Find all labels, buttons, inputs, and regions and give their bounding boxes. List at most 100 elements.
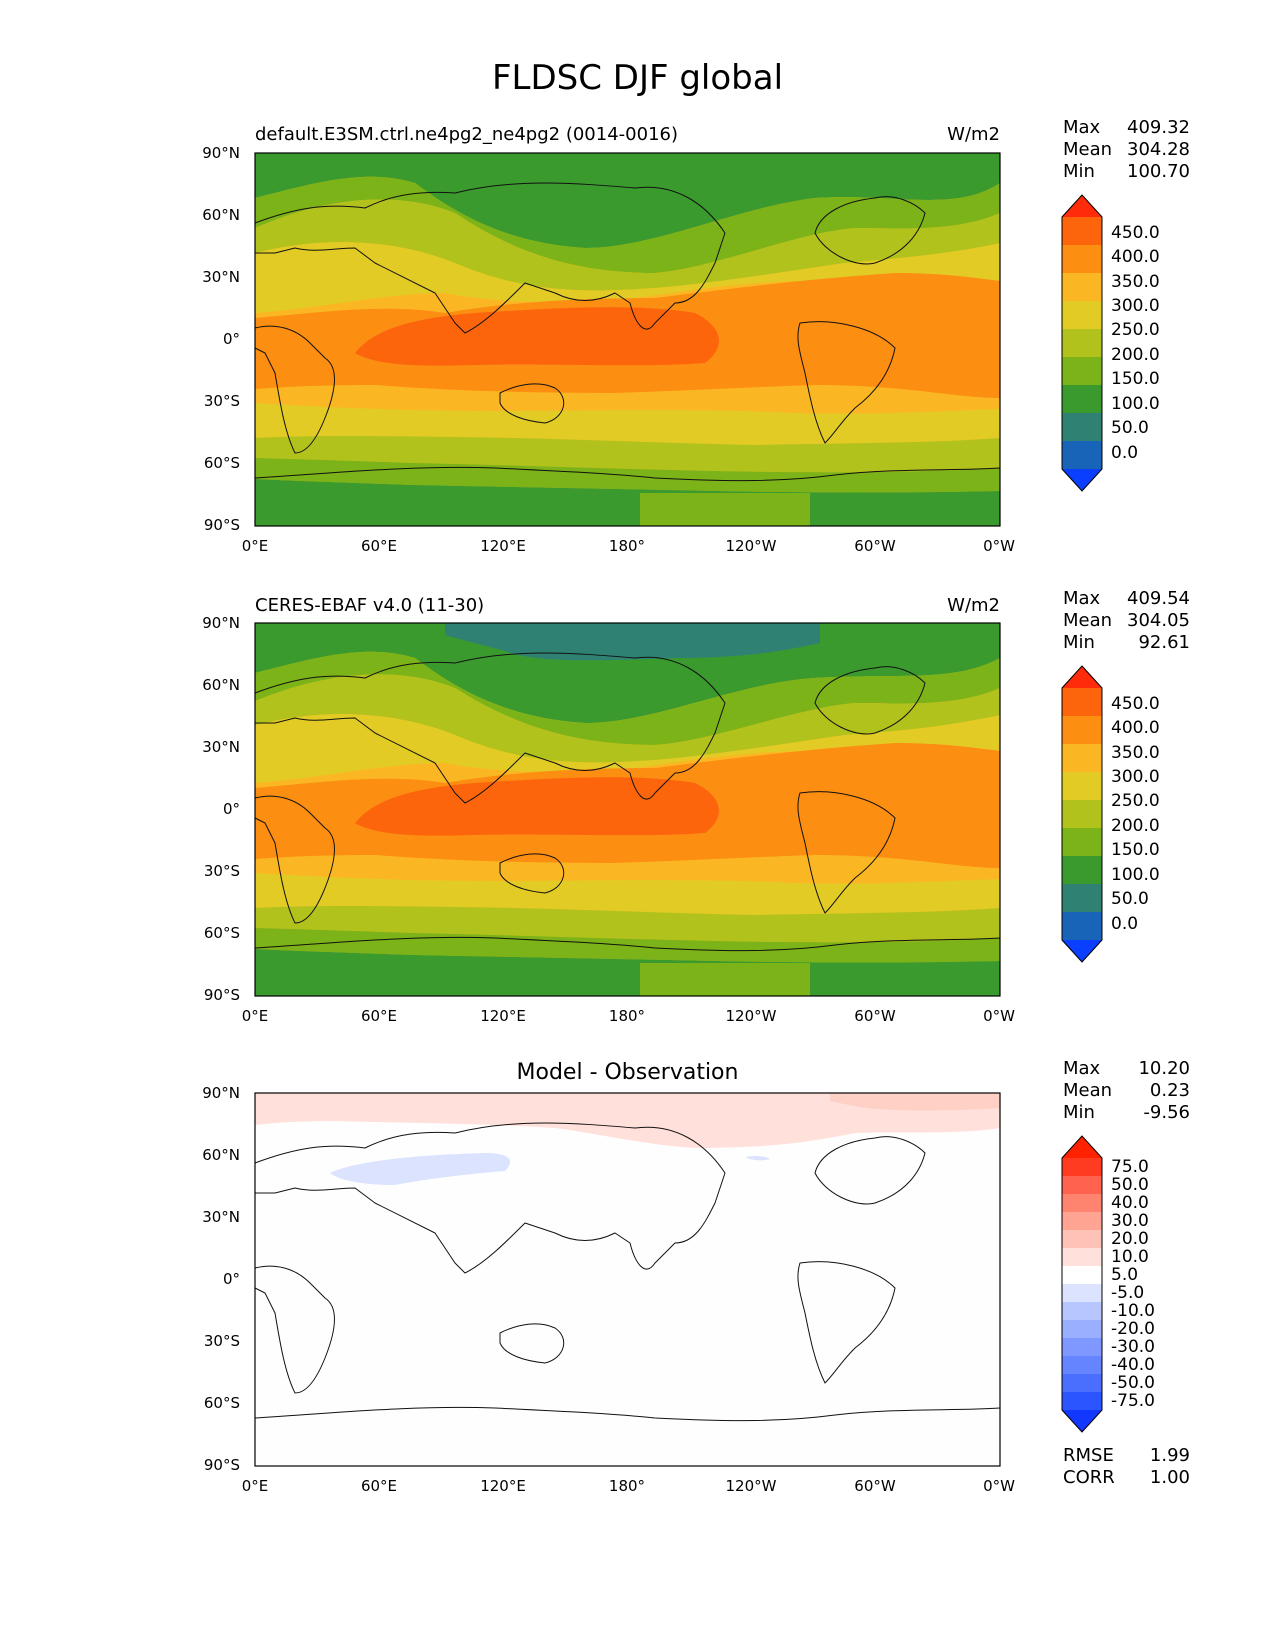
colorbar-segment bbox=[1062, 441, 1102, 470]
colorbar-segment bbox=[1062, 716, 1102, 745]
panel-2-lon-tick: 60°W bbox=[854, 1007, 896, 1025]
panel-1-min-label: Min bbox=[1063, 161, 1095, 182]
colorbar-segment bbox=[1062, 245, 1102, 274]
panel-3-mean-label: Mean bbox=[1063, 1080, 1113, 1101]
panel-2-mean-value: 304.05 bbox=[1127, 610, 1190, 631]
panel-3-min-value: -9.56 bbox=[1143, 1102, 1190, 1123]
panel-1-colorbar-tick: 200.0 bbox=[1111, 345, 1160, 365]
colorbar-extend-max bbox=[1062, 1136, 1102, 1158]
colorbar-extend-max bbox=[1062, 195, 1102, 217]
panel-3-colorbar-tick: -30.0 bbox=[1111, 1337, 1155, 1357]
panel-2-lat-tick: 90°S bbox=[203, 986, 240, 1004]
panel-3-rmse-label: RMSE bbox=[1063, 1445, 1114, 1466]
panel-3-lat-tick: 90°S bbox=[203, 1456, 240, 1474]
panel-2-colorbar-tick: 400.0 bbox=[1111, 718, 1160, 738]
panel-3-lat-tick: 30°N bbox=[202, 1208, 240, 1226]
colorbar-outline bbox=[1061, 194, 1103, 492]
panel-2-max-value: 409.54 bbox=[1127, 588, 1190, 609]
colorbar-segment bbox=[1062, 884, 1102, 913]
panel-1-lat-tick: 0° bbox=[222, 330, 240, 348]
panel-3-colorbar bbox=[1061, 1135, 1103, 1433]
panel-2-colorbar-tick: 100.0 bbox=[1111, 865, 1160, 885]
panel-2-contour-fill bbox=[255, 623, 1000, 996]
colorbar-segment bbox=[1062, 688, 1102, 717]
panel-2-lon-tick: 120°E bbox=[480, 1007, 526, 1025]
panel-3-colorbar-tick: 5.0 bbox=[1111, 1265, 1139, 1285]
panel-3-colorbar-tick: 30.0 bbox=[1111, 1211, 1149, 1231]
panel-3-min-label: Min bbox=[1063, 1102, 1095, 1123]
panel-3-mean-value: 0.23 bbox=[1149, 1080, 1190, 1101]
panel-2-colorbar-tick: 50.0 bbox=[1111, 889, 1149, 909]
panel-3-colorbar-tick: -50.0 bbox=[1111, 1373, 1155, 1393]
panel-3-lon-tick: 180° bbox=[608, 1477, 646, 1495]
panel-1-lat-tick: 60°S bbox=[203, 454, 240, 472]
panel-3-lon-tick: 60°E bbox=[360, 1477, 398, 1495]
panel-1-contour-fill bbox=[255, 153, 1000, 526]
panel-3-colorbar-tick: 50.0 bbox=[1111, 1175, 1149, 1195]
panel-3-title: Model - Observation bbox=[516, 1060, 739, 1085]
panel-3-max-value: 10.20 bbox=[1138, 1058, 1190, 1079]
colorbar-segment bbox=[1062, 828, 1102, 857]
colorbar-extend-min bbox=[1062, 940, 1102, 962]
panel-2-lon-tick: 120°W bbox=[725, 1007, 777, 1025]
panel-1-lon-tick: 0°E bbox=[241, 537, 269, 555]
colorbar-segment bbox=[1062, 1338, 1102, 1357]
colorbar-segment bbox=[1062, 1248, 1102, 1267]
panel-2-map bbox=[254, 622, 1001, 997]
panel-2-lon-tick: 0°E bbox=[241, 1007, 269, 1025]
panel-1-max-value: 409.32 bbox=[1127, 117, 1190, 138]
panel-1-lat-tick: 90°N bbox=[202, 144, 240, 162]
panel-2-coastlines bbox=[254, 652, 1001, 952]
colorbar-segment bbox=[1062, 273, 1102, 302]
colorbar-segment bbox=[1062, 329, 1102, 358]
panel-2-colorbar-tick: 150.0 bbox=[1111, 840, 1160, 860]
colorbar-extend-min bbox=[1062, 1410, 1102, 1432]
panel-3-colorbar-tick: 75.0 bbox=[1111, 1157, 1149, 1177]
panel-1-min-value: 100.70 bbox=[1127, 161, 1190, 182]
panel-1-colorbar bbox=[1061, 194, 1103, 492]
panel-3-rmse-value: 1.99 bbox=[1149, 1445, 1190, 1466]
colorbar-outline bbox=[1061, 1135, 1103, 1433]
panel-1-lon-tick: 0°W bbox=[983, 537, 1015, 555]
colorbar-segment bbox=[1062, 856, 1102, 885]
panel-1-colorbar-tick: 400.0 bbox=[1111, 247, 1160, 267]
colorbar-segment bbox=[1062, 1302, 1102, 1321]
panel-3-lon-tick: 60°W bbox=[854, 1477, 896, 1495]
panel-2-min-label: Min bbox=[1063, 632, 1095, 653]
panel-3-corr-label: CORR bbox=[1063, 1467, 1115, 1488]
panel-1-colorbar-tick: 0.0 bbox=[1111, 443, 1139, 463]
colorbar-segment bbox=[1062, 800, 1102, 829]
panel-3-contour-fill bbox=[255, 1093, 1000, 1466]
colorbar-extend-min bbox=[1062, 469, 1102, 491]
colorbar-segment bbox=[1062, 1374, 1102, 1393]
panel-1-colorbar-tick: 250.0 bbox=[1111, 320, 1160, 340]
panel-3-colorbar-tick: -40.0 bbox=[1111, 1355, 1155, 1375]
panel-3-lon-tick: 0°E bbox=[241, 1477, 269, 1495]
panel-2-max-label: Max bbox=[1063, 588, 1101, 609]
panel-1-lon-tick: 120°E bbox=[480, 537, 526, 555]
panel-1-colorbar-tick: 300.0 bbox=[1111, 296, 1160, 316]
panel-1-max-label: Max bbox=[1063, 117, 1101, 138]
colorbar-segment bbox=[1062, 912, 1102, 941]
colorbar-segment bbox=[1062, 1176, 1102, 1195]
panel-1-colorbar-tick: 150.0 bbox=[1111, 369, 1160, 389]
panel-2-lat-tick: 0° bbox=[222, 800, 240, 818]
panel-2-lat-tick: 60°N bbox=[202, 676, 240, 694]
colorbar-segment bbox=[1062, 1320, 1102, 1339]
panel-1-colorbar-tick: 450.0 bbox=[1111, 223, 1160, 243]
colorbar-segment bbox=[1062, 744, 1102, 773]
panel-3-lon-tick: 0°W bbox=[983, 1477, 1015, 1495]
panel-3-corr-value: 1.00 bbox=[1149, 1467, 1190, 1488]
panel-3-lat-tick: 60°N bbox=[202, 1146, 240, 1164]
panel-3-lat-tick: 30°S bbox=[203, 1332, 240, 1350]
panel-1-units: W/m2 bbox=[947, 124, 1000, 145]
panel-2-colorbar-tick: 250.0 bbox=[1111, 791, 1160, 811]
panel-2-lat-tick: 90°N bbox=[202, 614, 240, 632]
panel-3-max-label: Max bbox=[1063, 1058, 1101, 1079]
colorbar-segment bbox=[1062, 1212, 1102, 1231]
panel-1-lat-tick: 60°N bbox=[202, 206, 240, 224]
panel-3-colorbar-tick: 20.0 bbox=[1111, 1229, 1149, 1249]
panel-3-lat-tick: 90°N bbox=[202, 1084, 240, 1102]
colorbar-segment bbox=[1062, 1266, 1102, 1285]
panel-3-colorbar-tick: 10.0 bbox=[1111, 1247, 1149, 1267]
